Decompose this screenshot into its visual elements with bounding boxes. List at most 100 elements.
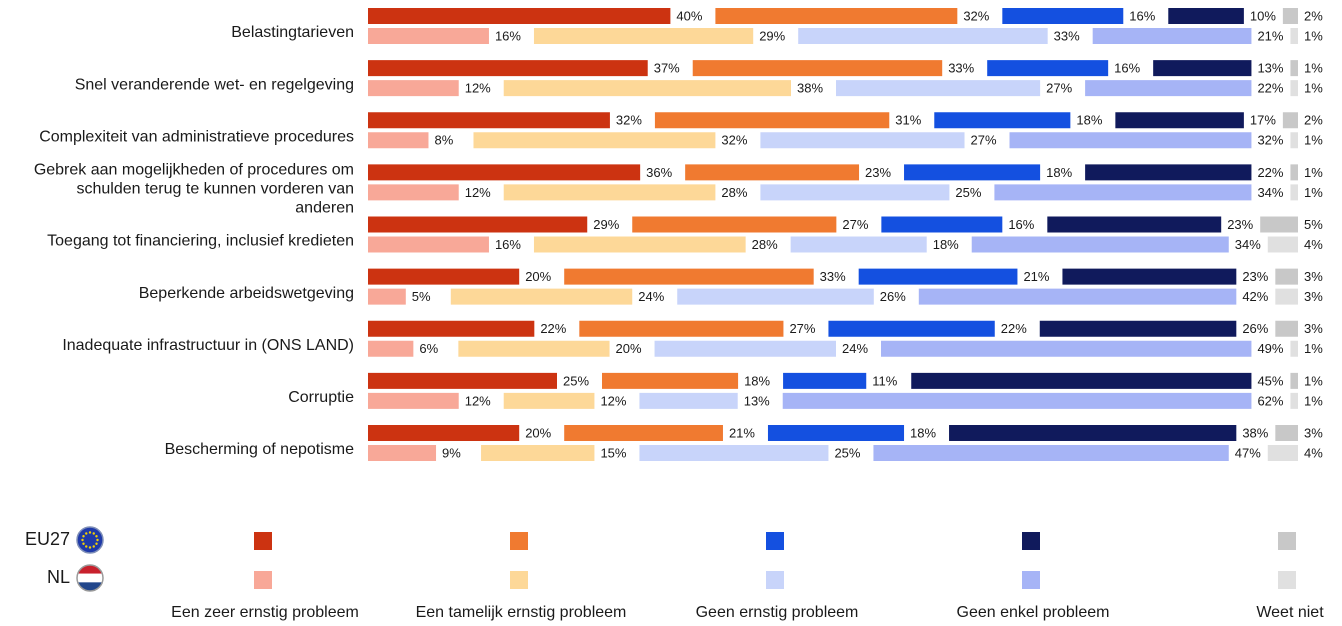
bar-segment <box>1002 8 1124 24</box>
bar-segment <box>654 112 890 129</box>
data-label: 33% <box>820 269 846 284</box>
bar-segment <box>1085 80 1252 97</box>
data-label: 31% <box>895 113 921 128</box>
bar-segment <box>1275 268 1298 285</box>
data-label: 25% <box>955 185 981 200</box>
bar-segment <box>368 288 406 305</box>
category-label: Belastingtarieven <box>231 24 354 41</box>
bar-segment <box>1290 184 1298 201</box>
legend-swatch <box>1022 532 1040 550</box>
bar-segment <box>1009 132 1252 149</box>
data-label: 20% <box>525 425 551 440</box>
data-label: 32% <box>721 133 747 148</box>
bar-segment <box>1282 8 1298 24</box>
bar-segment <box>632 216 837 233</box>
category-label: Corruptie <box>288 389 354 406</box>
bar-segment <box>1290 340 1298 357</box>
bar-segment <box>368 425 520 441</box>
bar-segment <box>971 236 1229 253</box>
bar-segment <box>1047 216 1222 233</box>
category-label: anderen <box>295 200 354 217</box>
data-label: 24% <box>842 341 868 356</box>
bar-segment <box>881 340 1252 357</box>
bar-segment <box>1275 288 1298 305</box>
legend-swatch <box>510 571 528 589</box>
bar-segment <box>1275 320 1298 337</box>
bar-segment <box>828 320 995 337</box>
category-label: Bescherming of nepotisme <box>165 441 355 458</box>
data-label: 23% <box>1242 269 1268 284</box>
bar-segment <box>368 184 459 201</box>
bar-segment <box>1168 8 1244 24</box>
category-label: Snel veranderende wet- en regelgeving <box>75 76 354 93</box>
legend: EU27 NL Een zeer ernstig probleem Een tamel… <box>25 526 1324 621</box>
bar-segment <box>1153 60 1252 77</box>
bar-segment <box>1260 216 1298 233</box>
bar-segment <box>639 445 829 461</box>
legend-group-label: EU27 <box>25 529 70 549</box>
data-label: 28% <box>752 237 778 252</box>
bar-segment <box>858 268 1018 285</box>
data-label: 1% <box>1304 341 1323 356</box>
data-label: 20% <box>525 269 551 284</box>
legend-swatch <box>254 571 272 589</box>
data-label: 32% <box>963 8 989 23</box>
bar-segment <box>368 28 489 44</box>
bar-segment <box>949 425 1237 441</box>
bar-segment <box>368 112 610 129</box>
bar-segment <box>1290 80 1298 97</box>
data-label: 24% <box>638 289 664 304</box>
data-label: 40% <box>676 8 702 23</box>
data-label: 12% <box>600 393 626 408</box>
bar-segment <box>503 392 595 409</box>
data-label: 29% <box>759 28 785 43</box>
bar-segment <box>987 60 1109 77</box>
data-label: 3% <box>1304 321 1323 336</box>
data-label: 42% <box>1242 289 1268 304</box>
data-label: 16% <box>1114 61 1140 76</box>
data-label: 15% <box>600 445 626 460</box>
bar-segment <box>994 184 1252 201</box>
legend-swatch <box>766 571 784 589</box>
bars: 40% 32% 16% 10% 2% 16% 29% 33% 21% 1% 37% 33% 16% 13%… <box>368 8 1323 461</box>
data-label: 17% <box>1250 113 1276 128</box>
data-label: 12% <box>465 81 491 96</box>
data-label: 49% <box>1257 341 1283 356</box>
data-label: 4% <box>1304 237 1323 252</box>
category-label: Complexiteit van administratieve procedu… <box>39 128 354 145</box>
bar-segment <box>1290 392 1298 409</box>
data-label: 1% <box>1304 61 1323 76</box>
legend-label: Geen ernstig probleem <box>696 604 859 621</box>
bar-segment <box>639 392 738 409</box>
bar-segment <box>677 288 874 305</box>
category-labels: Belastingtarieven Snel veranderende wet- … <box>34 24 354 458</box>
data-label: 3% <box>1304 425 1323 440</box>
data-label: 18% <box>910 425 936 440</box>
data-label: 34% <box>1235 237 1261 252</box>
data-label: 2% <box>1304 8 1323 23</box>
bar-segment <box>368 340 414 357</box>
legend-swatch <box>766 532 784 550</box>
bar-segment <box>1290 132 1298 149</box>
data-label: 37% <box>654 61 680 76</box>
data-label: 13% <box>744 393 770 408</box>
data-label: 2% <box>1304 113 1323 128</box>
data-label: 1% <box>1304 133 1323 148</box>
bar-segment <box>368 372 557 389</box>
data-label: 47% <box>1235 445 1261 460</box>
bar-segment <box>533 236 746 253</box>
data-label: 18% <box>933 237 959 252</box>
category-label: schulden terug te kunnen vorderen van <box>76 181 354 198</box>
data-label: 16% <box>1008 217 1034 232</box>
bar-segment <box>368 60 648 77</box>
data-label: 6% <box>419 341 438 356</box>
data-label: 5% <box>412 289 431 304</box>
data-label: 16% <box>495 237 521 252</box>
data-label: 25% <box>563 373 589 388</box>
data-label: 18% <box>1046 165 1072 180</box>
bar-segment <box>1267 236 1298 253</box>
bar-segment <box>836 80 1041 97</box>
bar-segment <box>533 28 754 44</box>
data-label: 21% <box>1023 269 1049 284</box>
bar-segment <box>564 268 814 285</box>
